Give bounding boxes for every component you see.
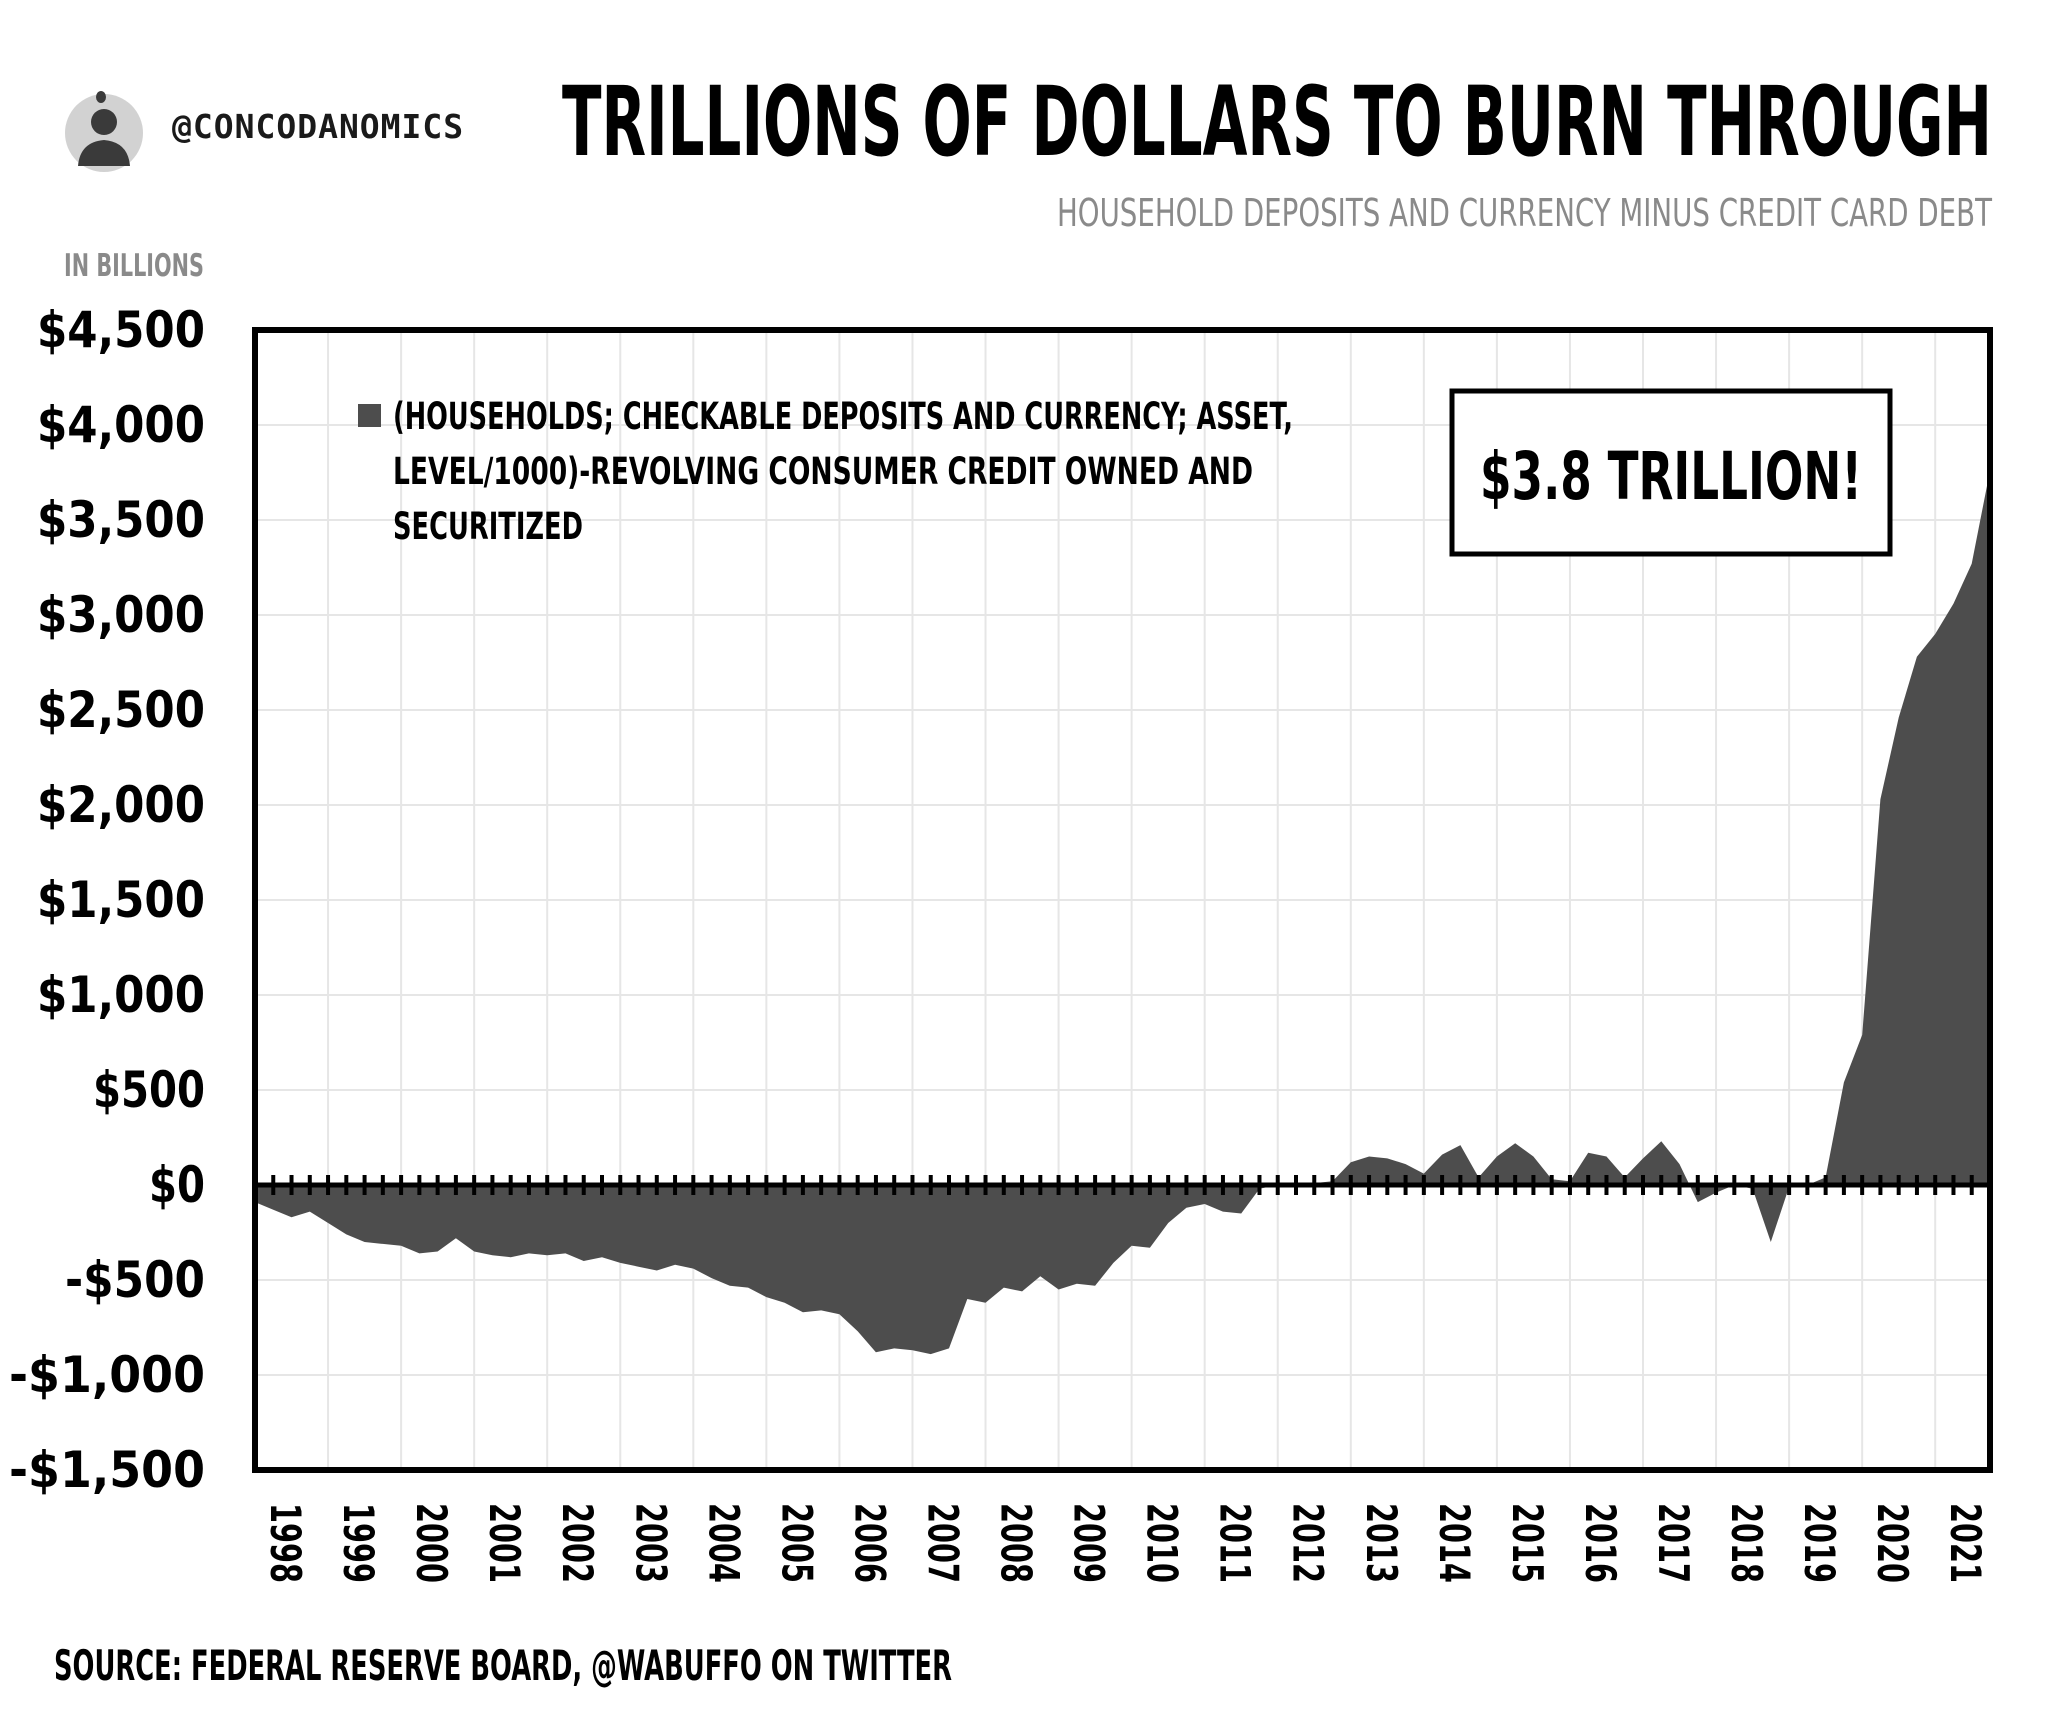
legend-entry-line-1: (HOUSEHOLDS; CHECKABLE DEPOSITS AND CURR…: [393, 395, 1293, 438]
y-tick-label: $2,000: [37, 776, 205, 834]
series-area: [255, 470, 1990, 1355]
y-tick-label: $1,000: [37, 966, 205, 1024]
x-tick-label: 2016: [1576, 1503, 1625, 1583]
x-tick-label: 2021: [1941, 1503, 1990, 1583]
y-tick-label: $1,500: [37, 871, 205, 929]
y-tick-label: $500: [93, 1061, 205, 1119]
y-tick-label: $4,000: [37, 396, 205, 454]
y-tick-label: -$500: [65, 1251, 205, 1309]
annotation-box: $3.8 TRILLION!: [1449, 388, 1893, 557]
x-tick-label: 2012: [1284, 1503, 1333, 1583]
x-tick-label: 2013: [1357, 1503, 1406, 1583]
x-tick-label: 2006: [845, 1503, 894, 1583]
x-tick-label: 2020: [1868, 1503, 1917, 1583]
y-tick-label: -$1,000: [9, 1346, 205, 1404]
y-tick-label: $3,000: [37, 586, 205, 644]
author-handle: @CONCODANOMICS: [172, 107, 464, 146]
x-tick-label: 2015: [1503, 1503, 1552, 1583]
plot-frame: [252, 327, 1993, 1473]
annotation-text: $3.8 TRILLION!: [1480, 438, 1862, 515]
y-axis-unit-label: IN BILLIONS: [64, 248, 204, 284]
x-tick-label: 2005: [772, 1503, 821, 1583]
x-tick-label: 2003: [626, 1503, 675, 1583]
x-tick-label: 2000: [407, 1503, 456, 1583]
avatar: [65, 91, 143, 172]
source-note: SOURCE: FEDERAL RESERVE BOARD, @WABUFFO …: [54, 1641, 952, 1690]
x-tick-label: 2002: [553, 1503, 602, 1583]
x-tick-label: 2010: [1138, 1503, 1187, 1583]
x-tick-label: 2004: [699, 1503, 748, 1583]
x-tick-label: 1998: [261, 1503, 310, 1583]
y-axis-labels: $4,500 $4,000 $3,500 $3,000 $2,500 $2,000 $1,5…: [9, 301, 205, 1499]
y-tick-label: $4,500: [37, 301, 205, 359]
x-tick-label: 2014: [1430, 1503, 1479, 1583]
x-tick-label: 2017: [1649, 1503, 1698, 1583]
person-portrait-icon: [78, 91, 130, 166]
y-tick-label: -$1,500: [9, 1441, 205, 1499]
x-tick-label: 2009: [1065, 1503, 1114, 1583]
y-tick-label: $3,500: [37, 491, 205, 549]
x-tick-label: 2008: [992, 1503, 1041, 1583]
x-tick-label: 1999: [334, 1503, 383, 1583]
legend-entry-line-3: SECURITIZED: [393, 505, 583, 548]
x-tick-label: 2001: [480, 1503, 529, 1583]
legend-swatch: [358, 404, 381, 427]
page-subtitle: HOUSEHOLD DEPOSITS AND CURRENCY MINUS CR…: [1057, 191, 1993, 235]
legend-entry: (HOUSEHOLDS; CHECKABLE DEPOSITS AND CURR…: [393, 395, 1306, 548]
x-tick-label: 2018: [1722, 1503, 1771, 1583]
page-title: TRILLIONS OF DOLLARS TO BURN THROUGH: [562, 66, 1992, 178]
x-axis-labels: 1998 1999 2000 2001 2002 2003 2004 2005 2006 2007…: [261, 1503, 1990, 1583]
y-tick-label: $0: [149, 1156, 205, 1214]
x-tick-label: 2007: [918, 1503, 967, 1583]
x-tick-label: 2019: [1795, 1503, 1844, 1583]
x-tick-marks: [253, 1175, 1992, 1195]
x-tick-label: 2011: [1211, 1503, 1260, 1583]
legend-entry-line-2: LEVEL/1000)-REVOLVING CONSUMER CREDIT OW…: [393, 450, 1253, 493]
legend: (HOUSEHOLDS; CHECKABLE DEPOSITS AND CURR…: [358, 395, 1306, 548]
y-tick-label: $2,500: [37, 681, 205, 739]
